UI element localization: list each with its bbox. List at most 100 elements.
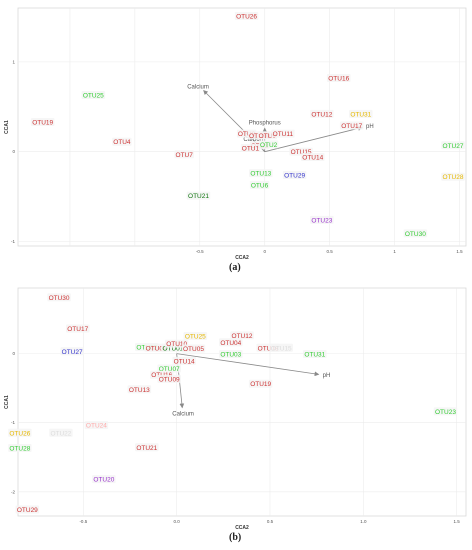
point-label-background (135, 443, 159, 452)
otu-point-label: OTU26 (236, 13, 257, 20)
x-tick-label: -0.5 (79, 519, 87, 524)
otu-point-label: OTU25 (185, 334, 206, 341)
point-label-background (230, 331, 254, 340)
point-label-background (349, 109, 373, 118)
otu-point-label: OTU27 (443, 143, 464, 150)
point-label-background (441, 172, 465, 181)
point-label-background (81, 91, 106, 100)
point-label-background (326, 73, 351, 82)
otu-point-label: OTU19 (250, 381, 271, 388)
plot-area (17, 7, 467, 247)
y-tick-label: -1 (11, 239, 15, 244)
otu-point-label: OTU17 (341, 123, 362, 130)
otu-point-label: OTU31 (304, 352, 325, 359)
otu-point-label: OTU23 (311, 217, 332, 224)
otu-point-label: OTU14 (174, 358, 195, 365)
otu-point-label: OTU25 (83, 93, 104, 100)
point-label-background (157, 364, 181, 373)
otu-point-label: OTU16 (328, 75, 349, 82)
point-label-background (248, 379, 273, 388)
point-label-background (84, 421, 109, 430)
cca-panel-b: -0.5 0.0 0.5 1.0 1.5 -2 -1 0 CCA2 CCA1 Calcium pH OT… (4, 287, 467, 531)
point-label-background (310, 215, 334, 224)
point-label-background (269, 343, 293, 352)
otu-point-label: OTU03 (220, 352, 241, 359)
otu-point-label: OTU19 (32, 119, 53, 126)
point-label-background (258, 140, 279, 149)
x-tick-label: 1.5 (456, 249, 463, 254)
y-axis-label: CCA1 (4, 120, 10, 134)
point-label-background (127, 385, 152, 394)
otu-point-label: OTU15 (291, 149, 312, 156)
otu-point-label: OTU6 (251, 182, 269, 189)
cca-panel-a: -0.5 0 0.5 1 1.5 -1 0 1 CCA2 CCA1 Calcium Phosphoru… (4, 7, 467, 261)
vector-arrow (176, 353, 320, 377)
x-tick-label: 0.5 (327, 249, 334, 254)
point-label-background (271, 129, 295, 138)
point-label-background (157, 374, 181, 383)
vector-label: Phosphorus (249, 120, 281, 126)
otu-point-label: OTU30 (405, 231, 426, 238)
otu-point-label: OTU29 (284, 172, 305, 179)
point-label-background (301, 152, 325, 161)
point-label-background (219, 350, 243, 359)
x-axis-label: CCA2 (235, 525, 249, 531)
otu-point-label: OTU2 (260, 142, 278, 149)
point-label-background (339, 121, 364, 130)
otu-point-label: OTU05 (183, 346, 204, 353)
otu-point-label: OTU09 (159, 376, 180, 383)
otu-point-label: OTU18 (258, 345, 279, 352)
point-label-background (47, 293, 71, 302)
point-label-background (92, 475, 116, 484)
point-label-background (282, 170, 307, 179)
vector-label: Calcium (172, 411, 194, 417)
point-label-background (403, 229, 428, 238)
point-label-background (303, 350, 327, 359)
otu-point-label: OTU01 (162, 345, 183, 352)
x-tick-label: 0.5 (267, 519, 274, 524)
otu-point-label: OTU14 (302, 154, 323, 161)
otu-point-label: OTU13 (250, 171, 271, 178)
otu-point-label: OTU11 (273, 131, 294, 138)
x-tick-label: 0.0 (174, 519, 181, 524)
otu-point-label: OTU30 (49, 295, 70, 302)
point-label-background (15, 505, 40, 514)
x-tick-label: 1 (393, 249, 396, 254)
point-label-background (65, 324, 90, 333)
otu-point-label: OTU23 (435, 409, 456, 416)
otu-point-label: OTU4 (113, 139, 131, 146)
y-axis-label: CCA1 (4, 395, 10, 409)
otu-point-label: OTU12 (311, 111, 332, 118)
otu-point-label: OTU7 (176, 152, 194, 159)
y-tick-label: 0 (12, 149, 15, 154)
point-label-background (8, 443, 32, 452)
otu-point-label: OTU12 (232, 333, 253, 340)
otu-point-label: OTU21 (188, 193, 209, 200)
point-label-background (60, 347, 84, 356)
x-axis-label: CCA2 (235, 255, 249, 261)
otu-point-label: OTU26 (9, 430, 30, 437)
x-tick-label: 1.5 (454, 519, 461, 524)
otu-point-label: OTU29 (17, 507, 38, 514)
otu-point-label: OTU15 (271, 345, 292, 352)
x-tick-label: 0 (263, 249, 266, 254)
point-label-background (49, 428, 73, 437)
point-label-background (310, 109, 334, 118)
y-tick-label: -2 (11, 489, 15, 494)
otu-point-label: OTU10 (166, 341, 187, 348)
x-tick-label: -0.5 (196, 249, 204, 254)
point-label-background (234, 11, 259, 20)
point-label-background (183, 332, 208, 341)
point-label-background (249, 169, 273, 178)
otu-point-label: OTU28 (9, 445, 30, 452)
vector-label: Calcium (187, 84, 209, 90)
point-label-background (181, 344, 206, 353)
point-label-background (219, 338, 243, 347)
y-tick-label: 0 (12, 351, 15, 356)
otu-point-label: OTU06 (146, 345, 167, 352)
otu-point-label: OTU24 (86, 423, 107, 430)
y-tick-label: 1 (12, 59, 15, 64)
otu-point-label: OTU04 (220, 340, 241, 347)
panel-label-b: (b) (229, 532, 242, 543)
